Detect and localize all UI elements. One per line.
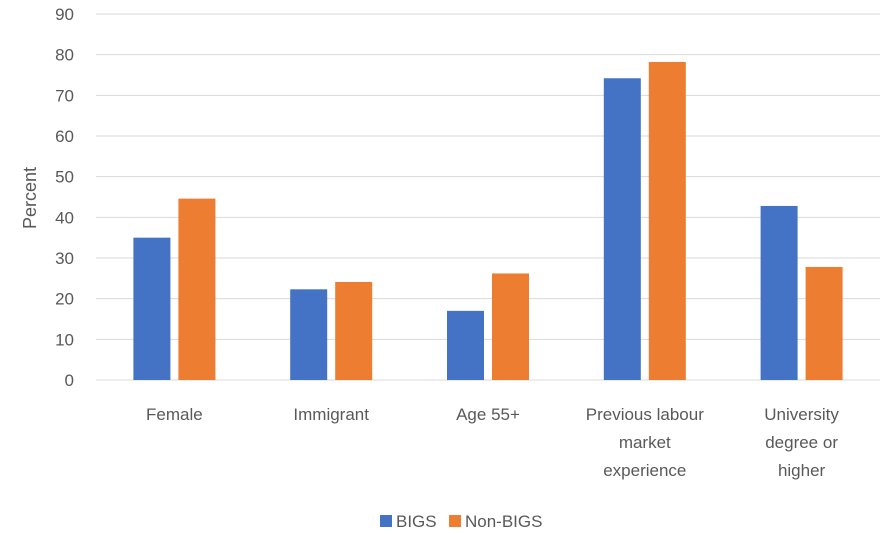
y-tick-label: 20 bbox=[55, 290, 74, 309]
bar-bigs-3 bbox=[603, 78, 641, 381]
category-label-line: University bbox=[764, 405, 839, 424]
y-tick-label: 30 bbox=[55, 249, 74, 268]
bar-bigs-0 bbox=[133, 237, 171, 380]
y-axis-ticks: 0 10 20 30 40 50 60 70 80 90 bbox=[55, 5, 74, 390]
category-labels: Female Immigrant Age 55+ Previous labour mar… bbox=[146, 405, 839, 480]
legend-label: Non-BIGS bbox=[465, 512, 542, 531]
category-label: Female bbox=[146, 405, 203, 424]
y-tick-label: 90 bbox=[55, 5, 74, 24]
legend: BIGS Non-BIGS bbox=[380, 512, 542, 531]
bar-bigs-1 bbox=[290, 289, 328, 380]
y-tick-label: 10 bbox=[55, 330, 74, 349]
category-label-line: experience bbox=[603, 461, 686, 480]
legend-swatch-bigs bbox=[380, 515, 392, 527]
y-tick-label: 80 bbox=[55, 46, 74, 65]
bar-non-bigs-1 bbox=[335, 281, 373, 380]
y-axis-title: Percent bbox=[20, 167, 40, 229]
y-tick-label: 50 bbox=[55, 168, 74, 187]
bar-bigs-4 bbox=[760, 205, 798, 380]
category-label: Immigrant bbox=[293, 405, 369, 424]
bars bbox=[133, 61, 843, 381]
legend-label: BIGS bbox=[396, 512, 437, 531]
category-label-line: higher bbox=[778, 461, 826, 480]
bar-non-bigs-3 bbox=[648, 61, 686, 381]
grid bbox=[96, 13, 880, 340]
category-label-line: Female bbox=[146, 405, 203, 424]
y-tick-label: 40 bbox=[55, 208, 74, 227]
y-tick-label: 60 bbox=[55, 127, 74, 146]
category-label-line: market bbox=[619, 433, 671, 452]
category-label-line: degree or bbox=[765, 433, 838, 452]
y-tick-label: 0 bbox=[65, 371, 74, 390]
category-label-line: Age 55+ bbox=[456, 405, 520, 424]
y-tick-label: 70 bbox=[55, 86, 74, 105]
legend-swatch-non-bigs bbox=[449, 515, 461, 527]
category-label: Age 55+ bbox=[456, 405, 520, 424]
bar-non-bigs-2 bbox=[492, 273, 529, 380]
category-label-line: Previous labour bbox=[586, 405, 704, 424]
category-label: Previous labour market experience bbox=[586, 405, 704, 480]
bar-non-bigs-0 bbox=[178, 198, 216, 380]
category-label: University degree or higher bbox=[764, 405, 839, 480]
category-label-line: Immigrant bbox=[293, 405, 369, 424]
bar-bigs-2 bbox=[447, 310, 484, 380]
bar-non-bigs-4 bbox=[805, 266, 843, 380]
